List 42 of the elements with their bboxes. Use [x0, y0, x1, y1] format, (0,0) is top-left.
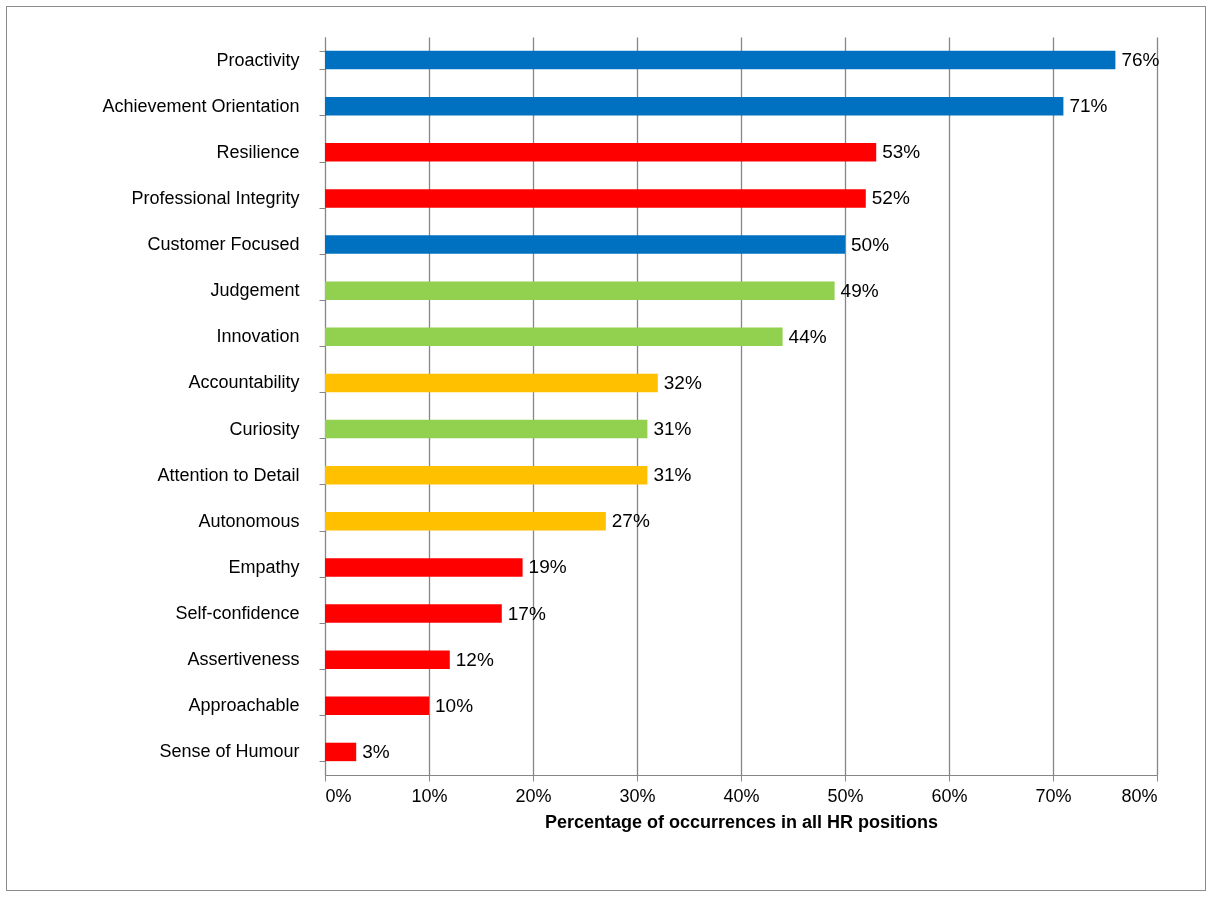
data-label: 3% — [362, 740, 390, 762]
y-tick-label: Autonomous — [198, 510, 300, 531]
data-label: 50% — [851, 233, 890, 255]
y-tick-label: Assertiveness — [187, 649, 300, 670]
data-label: 32% — [663, 371, 702, 393]
x-tick-label: 70% — [1035, 785, 1072, 806]
x-axis-title: Percentage of occurrences in all HR positions — [544, 811, 939, 832]
y-tick-label: Curiosity — [229, 418, 300, 439]
y-tick-label: Attention to Detail — [157, 464, 300, 485]
y-tick-label: Achievement Orientation — [102, 95, 300, 116]
y-tick-label: Professional Integrity — [131, 187, 300, 208]
y-tick-label: Empathy — [228, 556, 300, 577]
data-label: 27% — [611, 510, 650, 532]
x-tick-label: 0% — [325, 785, 352, 806]
data-label: 17% — [507, 602, 546, 624]
y-tick-label: Innovation — [216, 326, 300, 347]
data-label: 49% — [840, 279, 879, 301]
y-tick-label: Self-confidence — [175, 603, 300, 624]
data-label: 71% — [1069, 95, 1108, 117]
y-tick-label: Customer Focused — [147, 234, 300, 255]
y-tick-label: Resilience — [216, 141, 300, 162]
x-tick-label: 50% — [827, 785, 864, 806]
y-tick-label: Judgement — [210, 280, 300, 301]
x-tick-label: 40% — [723, 785, 760, 806]
data-label: 19% — [528, 556, 567, 578]
data-label: 76% — [1121, 49, 1160, 71]
data-label: 31% — [653, 418, 692, 440]
data-label: 10% — [435, 694, 474, 716]
x-tick-label: 60% — [931, 785, 968, 806]
y-tick-label: Accountability — [188, 372, 300, 393]
x-tick-label: 30% — [619, 785, 656, 806]
data-label: 44% — [788, 325, 827, 347]
data-label: 52% — [871, 187, 910, 209]
y-tick-label: Proactivity — [216, 49, 300, 70]
y-tick-label: Approachable — [188, 695, 300, 716]
x-tick-label: 10% — [411, 785, 448, 806]
data-label: 12% — [455, 648, 494, 670]
data-label: 53% — [882, 141, 921, 163]
x-tick-label: 20% — [515, 785, 552, 806]
data-label: 31% — [653, 464, 692, 486]
y-tick-label: Sense of Humour — [159, 741, 300, 762]
x-tick-label: 80% — [1121, 785, 1158, 806]
